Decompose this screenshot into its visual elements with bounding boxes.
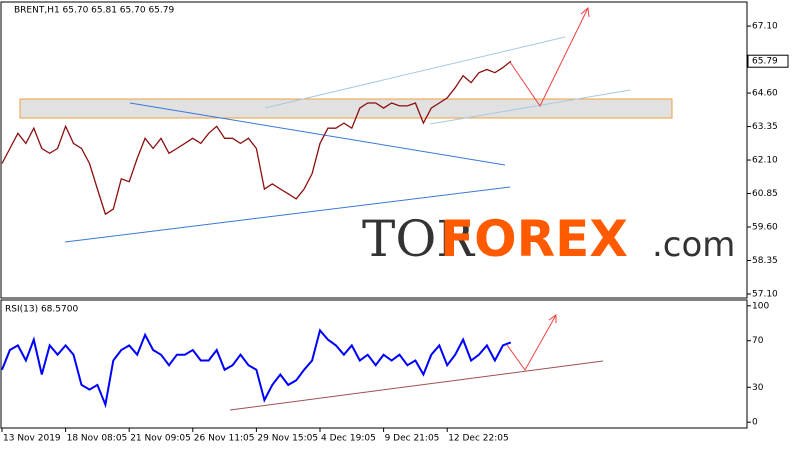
y-tick-label: 58.35: [752, 256, 778, 266]
watermark-tor: TOR: [362, 210, 475, 268]
series-line: [1, 328, 512, 409]
y-tick-label: 30: [752, 383, 764, 393]
x-tick-label: 21 Nov 09:05: [130, 434, 191, 444]
x-tick-label: 13 Nov 2019: [3, 434, 61, 444]
rsi-panel: [0, 299, 748, 429]
rsi-forecast-arrow: [506, 314, 557, 371]
y-tick-label: 64.60: [752, 89, 778, 99]
rsi-title: RSI(13) 68.5700: [5, 305, 78, 315]
y-tick-label: 70: [752, 336, 764, 346]
price-panel: [0, 1, 748, 299]
arrow-head: [580, 7, 590, 18]
price-label: 65.79: [752, 57, 778, 67]
forecast-arrow: [509, 7, 589, 107]
y-tick-label: 63.35: [752, 122, 778, 132]
annotations: [64, 7, 631, 411]
rsi-trend-line: [229, 360, 604, 411]
y-tick-label: 62.10: [752, 156, 778, 166]
y-tick-label: 60.85: [752, 189, 778, 199]
y-tick-label: 67.10: [752, 22, 778, 32]
channel-line: [264, 36, 566, 109]
x-tick-label: 26 Nov 11:05: [194, 434, 255, 444]
x-tick-label: 9 Dec 21:05: [385, 434, 440, 444]
x-tick-label: 4 Dec 19:05: [321, 434, 376, 444]
arrow-head: [548, 314, 557, 323]
resistance-zone: [19, 98, 673, 119]
x-tick-label: 12 Dec 22:05: [448, 434, 509, 444]
series-line: [1, 60, 512, 216]
y-tick-label: 59.60: [752, 223, 778, 233]
y-tick-label: 57.10: [752, 289, 778, 299]
x-tick-label: 29 Nov 15:05: [257, 434, 318, 444]
chart-title: BRENT,H1 65.70 65.81 65.70 65.79: [14, 6, 174, 16]
watermark-forex: FOREX: [440, 210, 628, 268]
y-tick-label: 100: [752, 301, 769, 311]
channel-line: [429, 89, 631, 125]
x-tick-label: 18 Nov 08:05: [67, 434, 128, 444]
price-label-box: [747, 54, 789, 68]
watermark-com: .com: [652, 225, 735, 265]
trend-line: [129, 102, 506, 166]
watermark: TOR FOREX .com: [362, 210, 735, 268]
trend-line: [64, 186, 511, 243]
y-tick-label: 0: [752, 418, 758, 428]
